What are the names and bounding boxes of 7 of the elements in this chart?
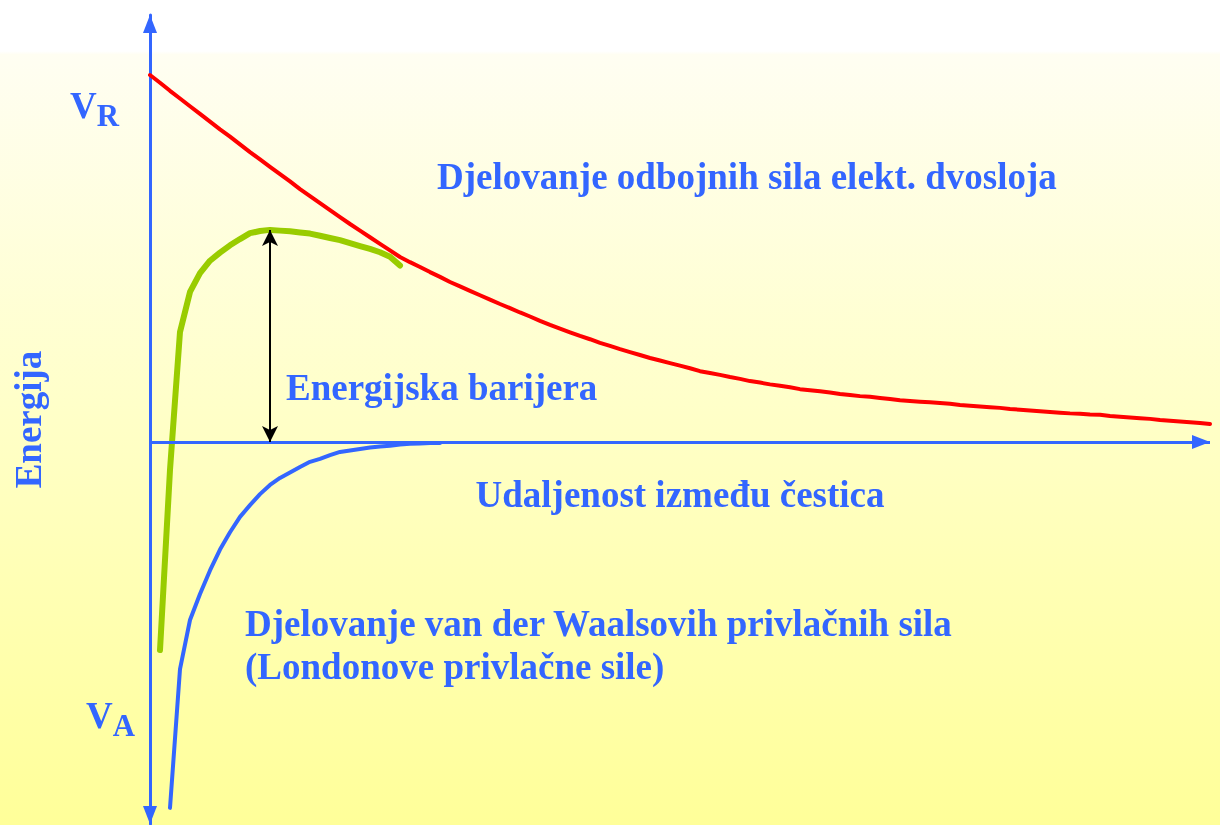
- annotation: Energijska barijera: [286, 366, 598, 409]
- x-axis-title: Udaljenost između čestica: [475, 473, 885, 516]
- annotation: Djelovanje odbojnih sila elekt. dvosloja: [437, 155, 1057, 198]
- annotation: Djelovanje van der Waalsovih privlačnih sila (Londonove privlačne sile): [245, 602, 952, 688]
- text: V$_{R}$: [70, 84, 119, 136]
- y-axis-title: Energija: [8, 350, 49, 489]
- text: V$_{A}$: [86, 694, 135, 746]
